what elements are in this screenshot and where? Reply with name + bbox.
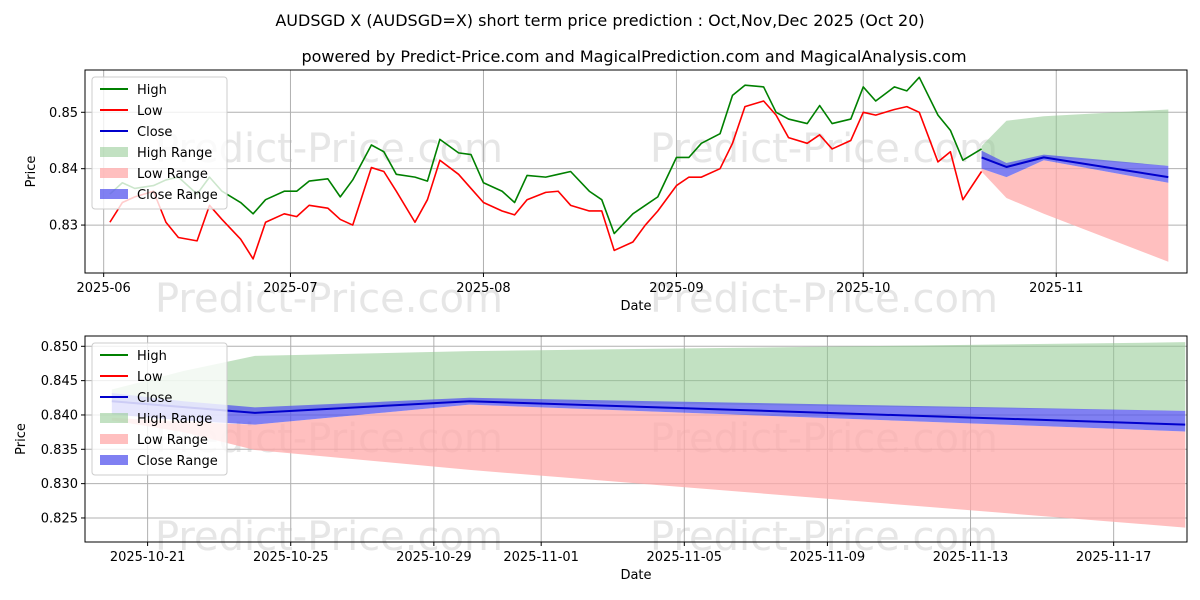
history-panel: Predict-Price.com Predict-Price.com Predic… [24, 69, 1188, 322]
close-range-band [111, 392, 1186, 432]
x-tick-label: 2025-11 [1029, 281, 1083, 296]
x-tick-label: 2025-11-17 [1076, 550, 1152, 565]
y-tick-label: 0.825 [41, 511, 78, 526]
legend-label: High Range [137, 412, 212, 427]
plot-frame [84, 335, 1188, 543]
watermark-text: Predict-Price.com [155, 514, 503, 560]
plot-frame [84, 69, 1188, 274]
x-tick-label: 2025-06 [77, 281, 131, 296]
legend-swatch-high-range [100, 147, 128, 157]
x-axis-label: Date [620, 299, 651, 314]
high-range-band [981, 109, 1169, 167]
legend-swatch-high-range [100, 413, 128, 423]
legend-label: Close Range [137, 454, 218, 469]
x-tick-label: 2025-07 [263, 281, 317, 296]
y-tick-label: 0.830 [41, 477, 78, 492]
low-range-band [981, 160, 1169, 262]
low-range-band [111, 404, 1186, 528]
legend-label: Low Range [137, 433, 208, 448]
high-range-band [111, 342, 1186, 413]
y-tick-label: 0.84 [49, 162, 78, 177]
legend-label: Close Range [137, 188, 218, 203]
forecast-panel: Predict-Price.comPredict-Price.comPredic… [14, 335, 1188, 583]
legend-label: High [137, 83, 167, 98]
x-tick-label: 2025-10-21 [110, 550, 186, 565]
y-axis-label: Price [14, 423, 29, 455]
y-tick-label: 0.85 [49, 106, 78, 121]
x-tick-label: 2025-10-25 [253, 550, 329, 565]
legend-label: Low [137, 104, 163, 119]
legend-label: Low Range [137, 167, 208, 182]
watermark-text: Predict-Price.com [650, 126, 998, 172]
chart-subtitle: powered by Predict-Price.com and Magical… [301, 47, 966, 66]
x-tick-label: 2025-11-05 [647, 550, 723, 565]
watermark-text: Predict-Price.com [155, 276, 503, 322]
watermark-text: Predict-Price.com [650, 276, 998, 322]
y-tick-label: 0.83 [49, 219, 78, 234]
y-axis-label: Price [24, 156, 39, 188]
close-range-band [981, 150, 1169, 183]
y-tick-label: 0.845 [41, 374, 78, 389]
low-series-line [109, 100, 983, 260]
legend-label: Close [137, 391, 172, 406]
chart-title: AUDSGD X (AUDSGD=X) short term price pre… [275, 11, 924, 30]
x-tick-label: 2025-11-13 [933, 550, 1009, 565]
x-tick-label: 2025-09 [649, 281, 703, 296]
close-series-line [981, 156, 1169, 179]
high-series-line [109, 76, 982, 235]
legend-label: High [137, 349, 167, 364]
x-tick-label: 2025-10-29 [396, 550, 472, 565]
legend-label: Close [137, 125, 172, 140]
legend-swatch-low-range [100, 168, 128, 178]
x-axis-label: Date [620, 568, 651, 583]
legend-swatch-low-range [100, 434, 128, 444]
legend-label: High Range [137, 146, 212, 161]
watermark-text: Predict-Price.com [650, 514, 998, 560]
x-tick-label: 2025-08 [456, 281, 510, 296]
x-tick-label: 2025-11-01 [503, 550, 579, 565]
y-tick-label: 0.840 [41, 408, 78, 423]
legend-swatch-close-range [100, 455, 128, 465]
y-tick-label: 0.850 [41, 340, 78, 355]
x-tick-label: 2025-10 [836, 281, 890, 296]
y-tick-label: 0.835 [41, 443, 78, 458]
legend-label: Low [137, 370, 163, 385]
legend-swatch-close-range [100, 189, 128, 199]
x-tick-label: 2025-11-09 [790, 550, 866, 565]
